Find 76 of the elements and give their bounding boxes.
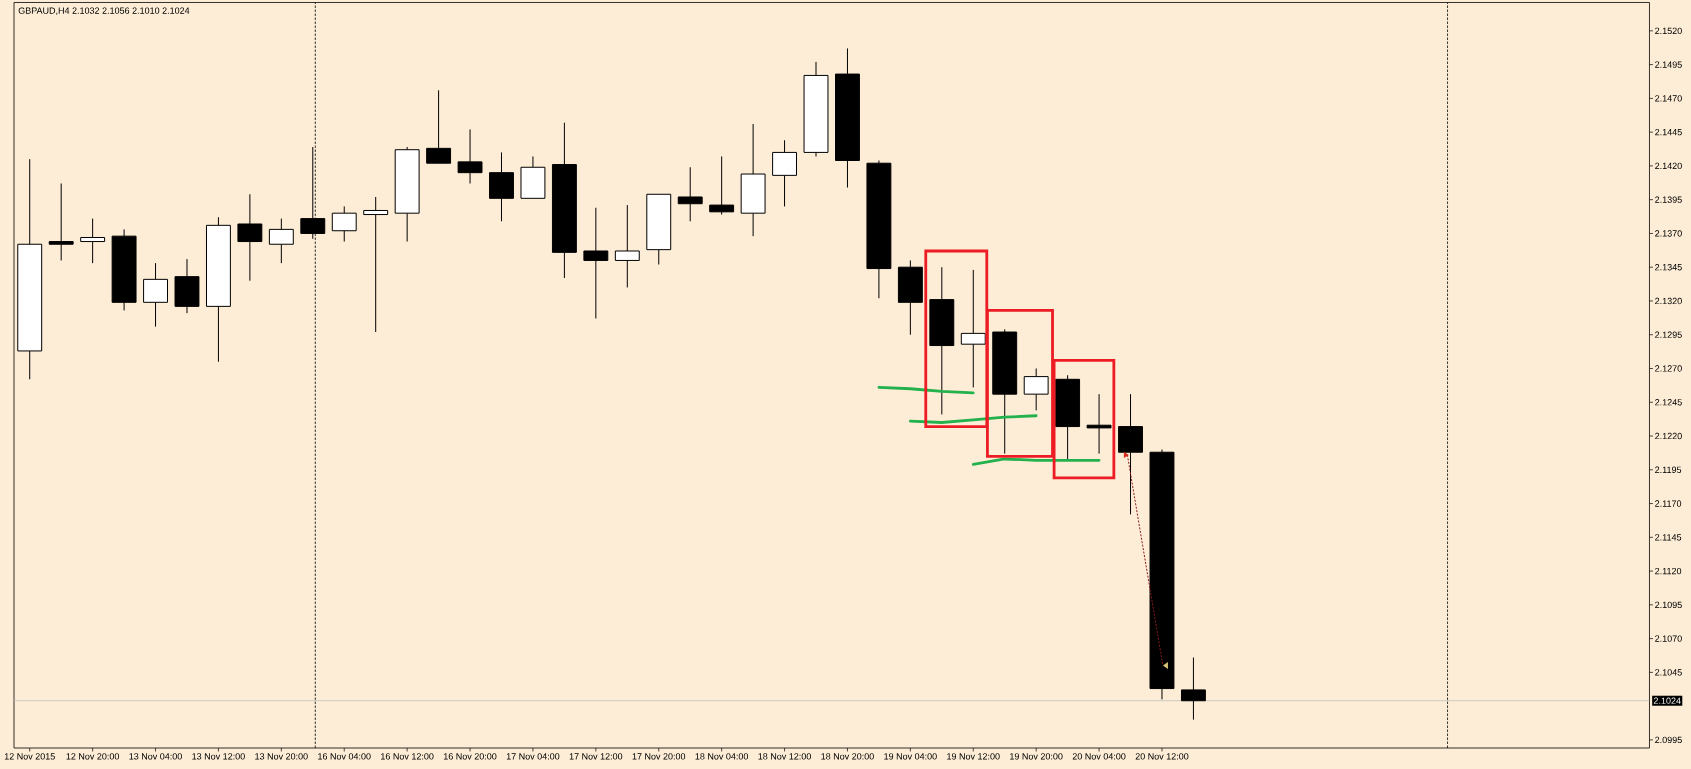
candlestick	[677, 166, 703, 222]
y-tick-label: 2.1220	[1655, 432, 1682, 440]
candlestick	[1055, 374, 1081, 460]
x-tick-label: 19 Nov 12:00	[947, 753, 1000, 760]
x-tick-label: 17 Nov 12:00	[569, 753, 623, 760]
x-tick-label: 16 Nov 20:00	[443, 753, 497, 760]
candlestick	[960, 269, 986, 388]
candlestick	[1118, 393, 1143, 515]
y-tick-label: 2.1095	[1655, 601, 1682, 609]
candlestick	[363, 196, 389, 333]
x-tick-label: 19 Nov 20:00	[1010, 753, 1063, 760]
candlestick	[1180, 657, 1206, 721]
x-tick-label: 12 Nov 20:00	[66, 753, 120, 760]
x-tick-label: 19 Nov 04:00	[884, 753, 937, 760]
candlestick	[835, 47, 860, 189]
y-tick-label: 2.0995	[1655, 736, 1682, 744]
x-tick-label: 18 Nov 12:00	[758, 753, 811, 760]
x-tick-label: 18 Nov 04:00	[695, 753, 749, 760]
y-tick-label: 2.1245	[1655, 399, 1682, 406]
x-tick-label: 13 Nov 12:00	[192, 753, 245, 760]
candlestick	[709, 155, 735, 216]
y-tick-label: 2.1470	[1655, 95, 1682, 102]
candlestick	[740, 123, 766, 237]
candlestick	[583, 207, 609, 320]
y-tick-label: 2.1395	[1655, 196, 1682, 203]
y-tick-label: 2.1345	[1655, 264, 1682, 271]
x-tick-label: 17 Nov 04:00	[506, 753, 560, 760]
candlestick	[772, 139, 798, 207]
candlestick	[1023, 367, 1049, 411]
candlestick	[803, 61, 829, 157]
y-tick-label: 2.1070	[1655, 635, 1682, 642]
y-tick-label: 2.1195	[1655, 466, 1682, 473]
x-tick-label: 13 Nov 04:00	[129, 753, 182, 760]
x-tick-label: 17 Nov 20:00	[632, 753, 686, 760]
candlestick	[174, 258, 200, 314]
candlestick	[866, 160, 892, 299]
candlestick	[268, 218, 294, 264]
candlestick	[80, 218, 106, 264]
x-tick-label: 12 Nov 2015	[4, 753, 55, 760]
x-tick-label: 18 Nov 20:00	[821, 753, 874, 760]
y-tick-label: 2.1420	[1655, 162, 1682, 170]
candlestick	[897, 259, 923, 336]
y-tick-label: 2.1445	[1655, 128, 1682, 136]
y-tick-label: 2.1520	[1655, 27, 1682, 35]
candlestick	[48, 182, 74, 261]
y-tick-label: 2.1170	[1655, 500, 1682, 507]
y-tick-label: 2.1295	[1655, 331, 1682, 338]
y-tick-label: 2.1045	[1655, 669, 1682, 676]
candlestick	[237, 193, 263, 282]
candlestick	[205, 216, 231, 363]
candlestick	[1149, 449, 1175, 700]
candlestick	[331, 205, 357, 243]
candlestick	[614, 204, 640, 288]
candlestick	[457, 128, 483, 184]
candlestick	[143, 262, 168, 328]
line-series	[908, 414, 1038, 424]
x-tick-label: 13 Nov 20:00	[255, 753, 308, 760]
x-tick-label: 16 Nov 12:00	[381, 753, 434, 760]
y-tick-label: 2.1270	[1655, 365, 1682, 372]
candlestick	[489, 151, 514, 222]
candlestick	[551, 122, 577, 279]
candlestick	[111, 228, 137, 311]
candlestick	[17, 158, 43, 380]
candlestick	[929, 266, 955, 415]
x-tick-label: 20 Nov 04:00	[1072, 753, 1126, 760]
y-tick-label: 2.1145	[1655, 534, 1682, 541]
candlestick	[1086, 393, 1112, 455]
y-tick-label: 2.1120	[1655, 567, 1682, 575]
x-tick-label: 16 Nov 04:00	[318, 753, 371, 760]
y-tick-label: 2.1320	[1655, 297, 1682, 305]
y-tick-label: 2.1370	[1655, 230, 1682, 237]
chart-title: GBPAUD,H4 2.1032 2.1056 2.1010 2.1024	[18, 7, 190, 15]
y-tick-label: 2.1495	[1655, 61, 1682, 68]
ref-line-label: 2.1024	[1653, 697, 1681, 704]
x-tick-label: 20 Nov 12:00	[1135, 753, 1189, 760]
candlestick	[394, 146, 420, 243]
